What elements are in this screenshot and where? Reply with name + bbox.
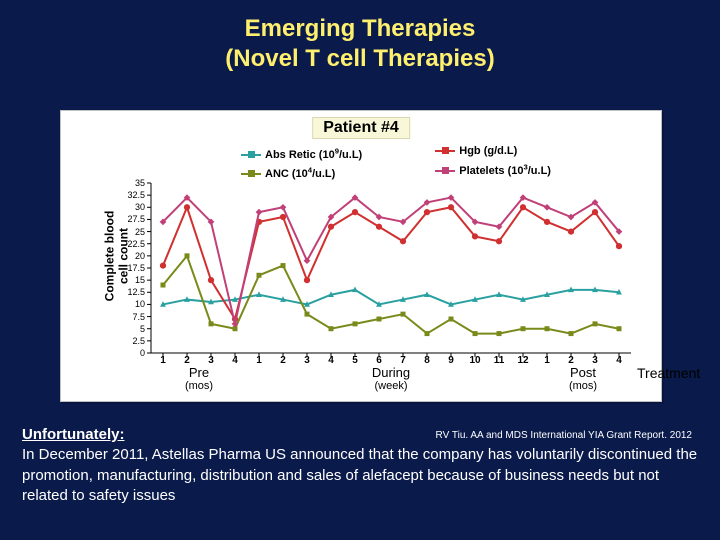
legend-item-hgb: Hgb (g/d.L) (435, 143, 551, 159)
slide-title: Emerging Therapies (Novel T cell Therapi… (0, 14, 720, 74)
title-line1: Emerging Therapies (245, 15, 476, 42)
bottom-text: Unfortunately: In December 2011, Astella… (22, 425, 698, 506)
legend-item-platelets: Platelets (103/u.L) (435, 159, 551, 179)
title-line2: (Novel T cell Therapies) (0, 44, 720, 74)
patient-label: Patient #4 (312, 117, 410, 139)
chart-legend: Abs Retic (109/u.L) ANC (104/u.L) Hgb (g… (241, 143, 551, 182)
bottom-body: In December 2011, Astellas Pharma US ann… (22, 446, 697, 504)
chart-container: Patient #4 Abs Retic (109/u.L) ANC (104/… (60, 110, 662, 402)
legend-item-anc: ANC (104/u.L) (241, 163, 362, 183)
slide-root: Emerging Therapies (Novel T cell Therapi… (0, 0, 720, 540)
unfortunately-label: Unfortunately: (22, 426, 125, 443)
plot-area: 02.557.51012.51517.52022.52527.53032.535… (151, 183, 631, 353)
legend-item-abs-retic: Abs Retic (109/u.L) (241, 143, 362, 163)
chart-svg (151, 183, 631, 353)
treatment-label: Treatment (637, 365, 700, 381)
